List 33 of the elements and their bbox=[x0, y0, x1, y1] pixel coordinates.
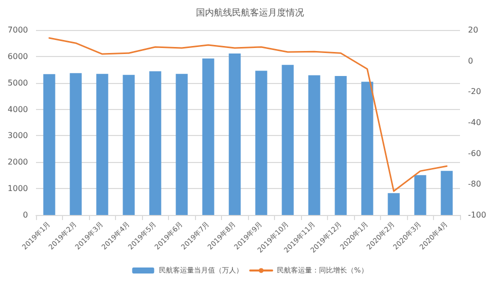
y-tick-label: 3000 bbox=[8, 131, 28, 140]
bar bbox=[202, 58, 214, 215]
y2-tick-label: -20 bbox=[468, 87, 482, 96]
bar bbox=[255, 70, 268, 215]
bar bbox=[96, 74, 108, 215]
y2-tick-label: 20 bbox=[468, 26, 478, 34]
bar bbox=[43, 74, 56, 215]
y2-tick-label: -60 bbox=[468, 148, 482, 158]
y-tick-label: 0 bbox=[22, 210, 28, 220]
bar bbox=[414, 175, 426, 215]
bar bbox=[334, 76, 347, 215]
y-tick-label: 2000 bbox=[8, 158, 28, 167]
bar bbox=[361, 82, 374, 215]
y-tick-label: 4000 bbox=[8, 104, 28, 114]
bar bbox=[149, 71, 162, 215]
bar bbox=[308, 75, 320, 215]
line-series bbox=[48, 37, 448, 192]
y-tick-label: 1000 bbox=[8, 184, 28, 194]
y2-tick-label: -100 bbox=[468, 210, 486, 220]
bar bbox=[70, 73, 82, 215]
y-tick-label: 5000 bbox=[8, 78, 28, 88]
bar bbox=[282, 64, 294, 215]
y2-tick-label: -80 bbox=[468, 180, 482, 189]
y-tick-label: 7000 bbox=[8, 26, 28, 34]
bar bbox=[388, 193, 400, 215]
bar bbox=[440, 170, 453, 215]
chart-title: 国内航线民航客运月度情况 bbox=[196, 8, 304, 18]
y-tick-label: 6000 bbox=[8, 52, 28, 61]
y2-tick-label: 0 bbox=[468, 56, 474, 66]
bar bbox=[122, 74, 135, 215]
bar bbox=[176, 74, 188, 215]
bar bbox=[228, 54, 241, 215]
y2-tick-label: -40 bbox=[468, 118, 482, 127]
